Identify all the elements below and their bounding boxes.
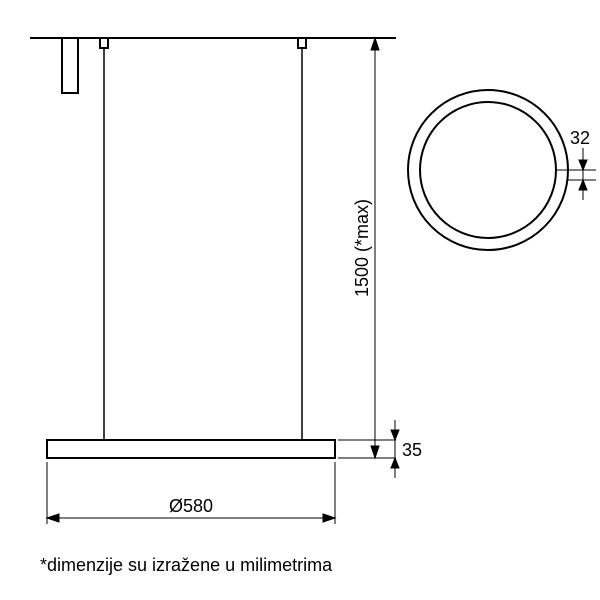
arrow-icon [391, 458, 399, 468]
dim-thk-label: 35 [402, 440, 422, 460]
technical-drawing: Ø580 1500 (*max) 35 32 [0, 0, 600, 600]
dim-height-label: 1500 (*max) [352, 199, 372, 297]
ring-profile [47, 440, 335, 458]
arrow-icon [323, 514, 335, 522]
arrow-icon [371, 38, 379, 50]
ring-inner [420, 102, 556, 238]
dim-ring-label: 32 [570, 128, 590, 148]
ring-outer [408, 90, 568, 250]
arrow-icon [391, 430, 399, 440]
arrow-icon [371, 446, 379, 458]
ceiling-block [62, 38, 78, 93]
peg-left [100, 38, 108, 48]
arrow-icon [579, 160, 587, 170]
arrow-icon [47, 514, 59, 522]
peg-right [298, 38, 306, 48]
arrow-icon [579, 180, 587, 190]
dim-width-label: Ø580 [169, 496, 213, 516]
footnote: *dimenzije su izražene u milimetrima [40, 555, 332, 576]
